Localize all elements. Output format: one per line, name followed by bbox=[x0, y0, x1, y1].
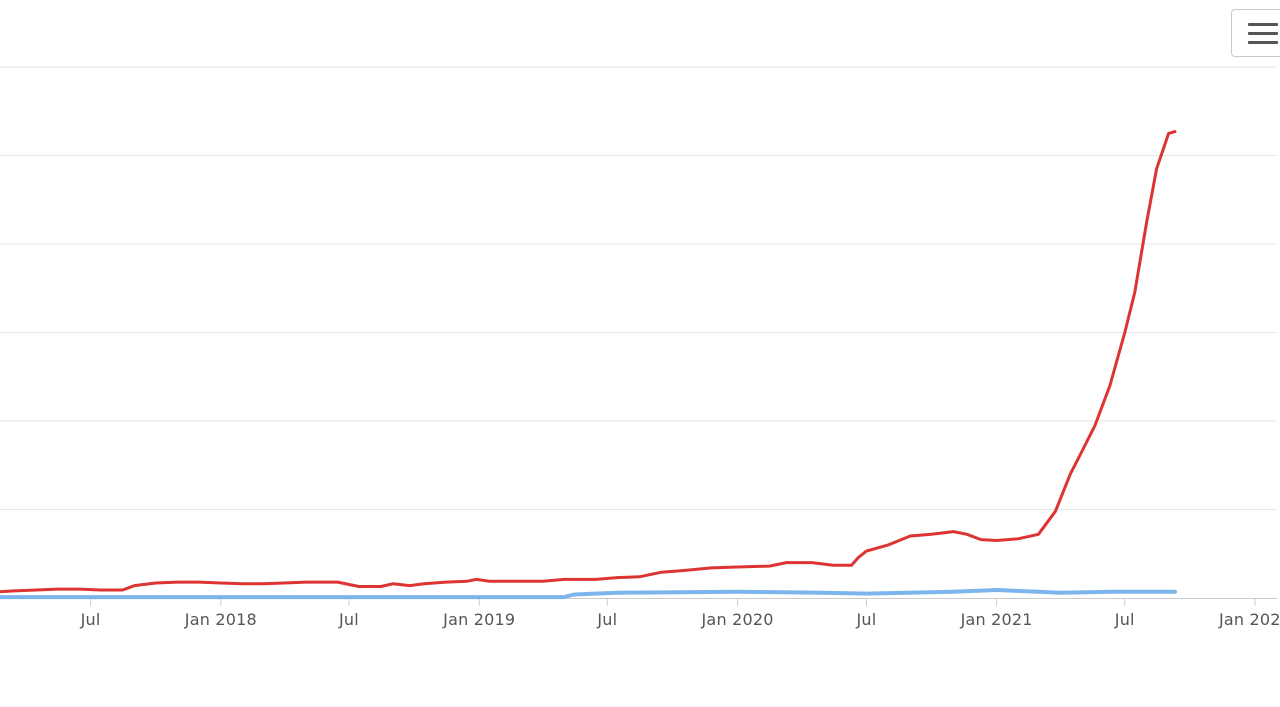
x-tick-label: Jul bbox=[80, 610, 101, 629]
x-tick-label: Jul bbox=[596, 610, 617, 629]
x-tick-label: Jul bbox=[855, 610, 876, 629]
chart-menu-button[interactable] bbox=[1231, 9, 1280, 57]
gridlines bbox=[0, 66, 1277, 510]
x-tick-label: Jan 2021 bbox=[960, 610, 1033, 629]
series-line-red[interactable] bbox=[0, 130, 1177, 594]
x-tick-label: Jan 2022 bbox=[1218, 610, 1280, 629]
x-tick-label: Jan 2018 bbox=[184, 610, 257, 629]
x-tick-label: Jan 2020 bbox=[701, 610, 774, 629]
series-lines bbox=[0, 130, 1177, 600]
x-tick-label: Jan 2019 bbox=[442, 610, 515, 629]
x-tick-label: Jul bbox=[1114, 610, 1135, 629]
x-tick-label: Jul bbox=[338, 610, 359, 629]
x-axis: Jul Jan 2018 Jul Jan 2019 Jul Jan 2020 Jul Jan … bbox=[0, 598, 1280, 629]
series-line-blue[interactable] bbox=[0, 588, 1177, 600]
